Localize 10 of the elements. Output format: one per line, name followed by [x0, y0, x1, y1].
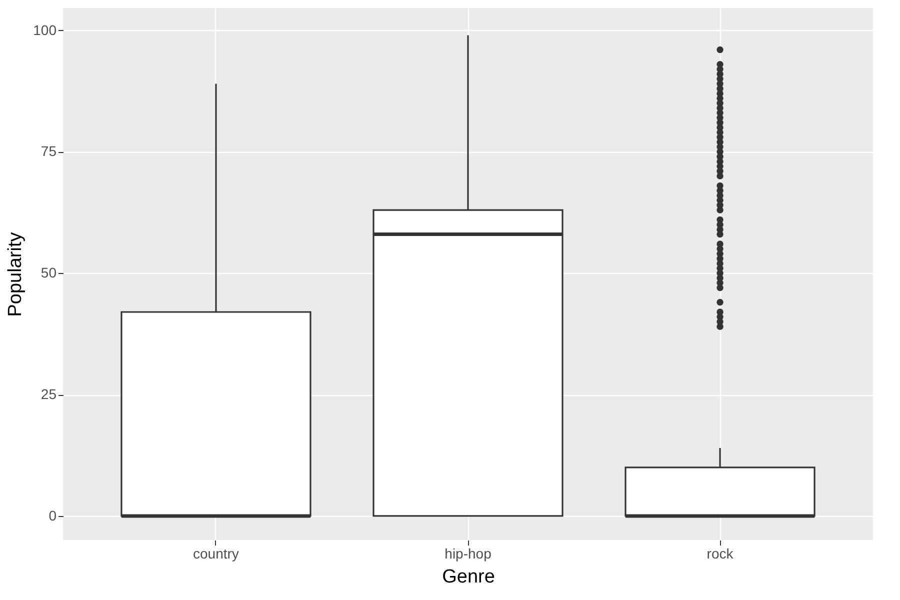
x-axis-title: Genre — [442, 566, 495, 588]
y-tick-label: 75 — [40, 143, 57, 160]
x-tick-label: rock — [706, 546, 734, 562]
y-tick-label: 0 — [48, 507, 57, 524]
y-tick-label: 50 — [40, 264, 57, 281]
y-tick-label: 25 — [40, 386, 57, 402]
x-tick-label: country — [193, 546, 239, 562]
y-tick-label: 100 — [33, 22, 57, 38]
y-axis-title: Popularity — [5, 232, 26, 317]
x-tick-label: hip-hop — [444, 546, 492, 562]
